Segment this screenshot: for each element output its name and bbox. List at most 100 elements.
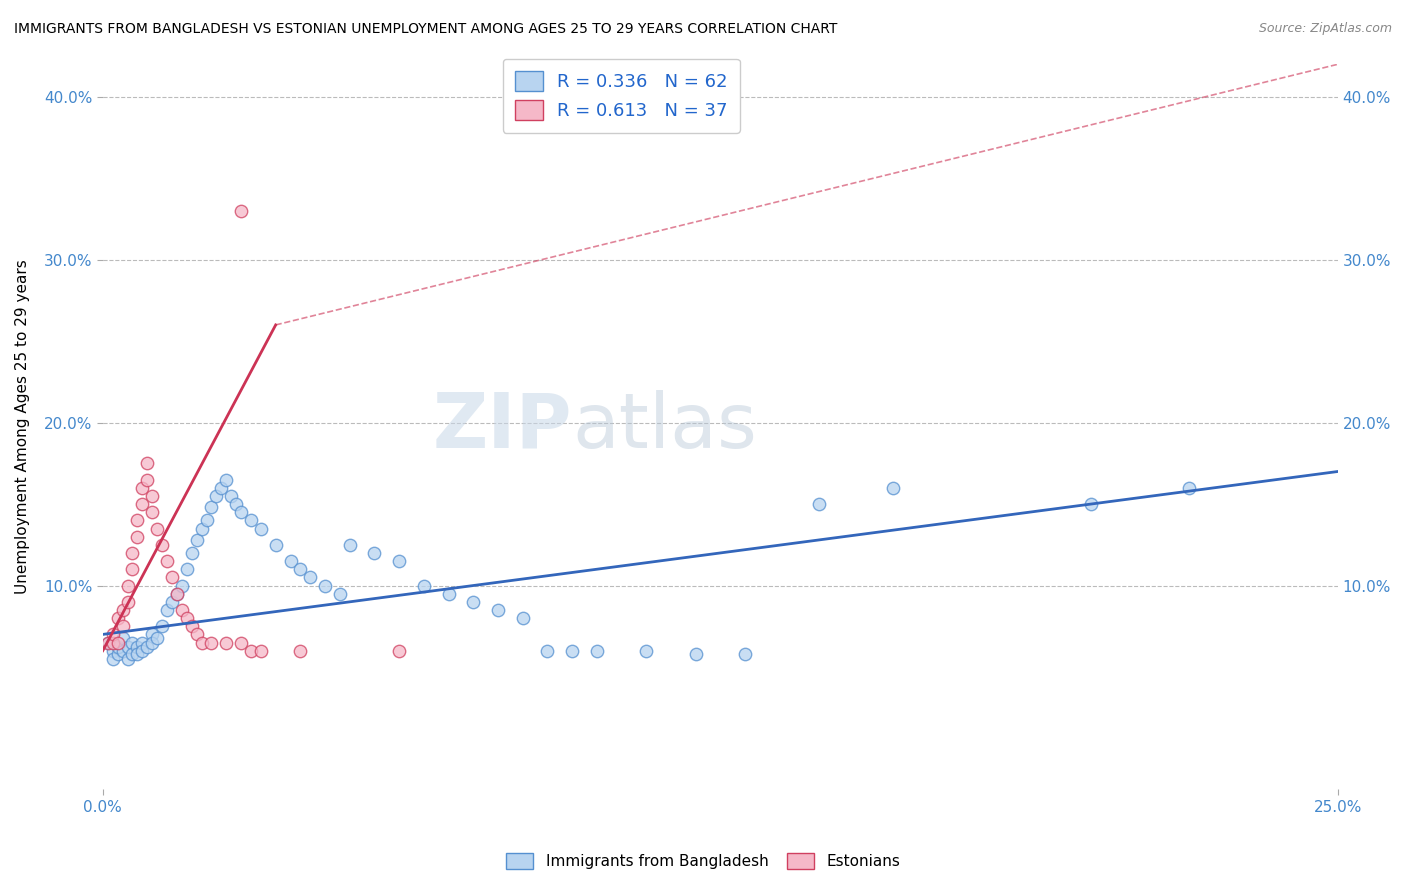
Point [136, 473, 159, 487]
Point [141, 627, 163, 641]
Point [314, 578, 336, 592]
Point [190, 635, 212, 649]
Point [131, 497, 153, 511]
Point [101, 627, 124, 641]
Text: ZIP: ZIP [433, 390, 572, 464]
Point [97, 635, 120, 649]
Point [200, 635, 222, 649]
Point [117, 640, 139, 655]
Point [127, 640, 149, 655]
Point [734, 647, 756, 661]
Point [121, 562, 143, 576]
Point [1178, 481, 1201, 495]
Point [250, 643, 273, 657]
Point [121, 546, 143, 560]
Point [339, 538, 361, 552]
Legend: Immigrants from Bangladesh, Estonians: Immigrants from Bangladesh, Estonians [499, 847, 907, 875]
Point [170, 578, 193, 592]
Point [200, 500, 222, 515]
Point [131, 481, 153, 495]
Point [131, 643, 153, 657]
Point [150, 538, 173, 552]
Point [463, 595, 485, 609]
Point [117, 578, 139, 592]
Point [186, 533, 208, 547]
Point [363, 546, 385, 560]
Point [190, 522, 212, 536]
Point [250, 522, 273, 536]
Point [107, 640, 129, 655]
Point [127, 513, 149, 527]
Point [160, 595, 183, 609]
Point [486, 603, 509, 617]
Point [121, 635, 143, 649]
Point [101, 643, 124, 657]
Point [205, 489, 228, 503]
Point [146, 631, 169, 645]
Point [131, 635, 153, 649]
Point [180, 619, 202, 633]
Point [111, 603, 134, 617]
Point [121, 647, 143, 661]
Point [808, 497, 831, 511]
Point [107, 611, 129, 625]
Y-axis label: Unemployment Among Ages 25 to 29 years: Unemployment Among Ages 25 to 29 years [15, 260, 30, 594]
Legend: R = 0.336   N = 62, R = 0.613   N = 37: R = 0.336 N = 62, R = 0.613 N = 37 [503, 59, 740, 133]
Point [388, 643, 411, 657]
Point [141, 505, 163, 519]
Point [290, 643, 312, 657]
Point [127, 647, 149, 661]
Point [412, 578, 434, 592]
Point [636, 643, 658, 657]
Point [166, 587, 188, 601]
Point [329, 587, 352, 601]
Point [117, 652, 139, 666]
Text: atlas: atlas [572, 390, 756, 464]
Point [97, 635, 120, 649]
Point [536, 643, 558, 657]
Point [107, 635, 129, 649]
Text: Source: ZipAtlas.com: Source: ZipAtlas.com [1258, 22, 1392, 36]
Point [512, 611, 534, 625]
Point [136, 640, 159, 655]
Point [101, 635, 124, 649]
Point [180, 546, 202, 560]
Point [186, 627, 208, 641]
Point [170, 603, 193, 617]
Point [209, 481, 232, 495]
Point [176, 562, 198, 576]
Point [219, 489, 242, 503]
Point [111, 619, 134, 633]
Point [290, 562, 312, 576]
Point [229, 635, 252, 649]
Point [229, 505, 252, 519]
Point [561, 643, 583, 657]
Point [215, 635, 238, 649]
Point [141, 489, 163, 503]
Point [299, 570, 322, 584]
Point [127, 530, 149, 544]
Point [156, 554, 179, 568]
Point [166, 587, 188, 601]
Point [1080, 497, 1102, 511]
Point [176, 611, 198, 625]
Point [280, 554, 302, 568]
Point [160, 570, 183, 584]
Point [117, 595, 139, 609]
Text: IMMIGRANTS FROM BANGLADESH VS ESTONIAN UNEMPLOYMENT AMONG AGES 25 TO 29 YEARS CO: IMMIGRANTS FROM BANGLADESH VS ESTONIAN U… [14, 22, 838, 37]
Point [195, 513, 218, 527]
Point [229, 203, 252, 218]
Point [111, 643, 134, 657]
Point [264, 538, 287, 552]
Point [101, 652, 124, 666]
Point [111, 631, 134, 645]
Point [146, 522, 169, 536]
Point [882, 481, 904, 495]
Point [136, 456, 159, 470]
Point [240, 643, 263, 657]
Point [685, 647, 707, 661]
Point [141, 635, 163, 649]
Point [437, 587, 460, 601]
Point [240, 513, 263, 527]
Point [107, 647, 129, 661]
